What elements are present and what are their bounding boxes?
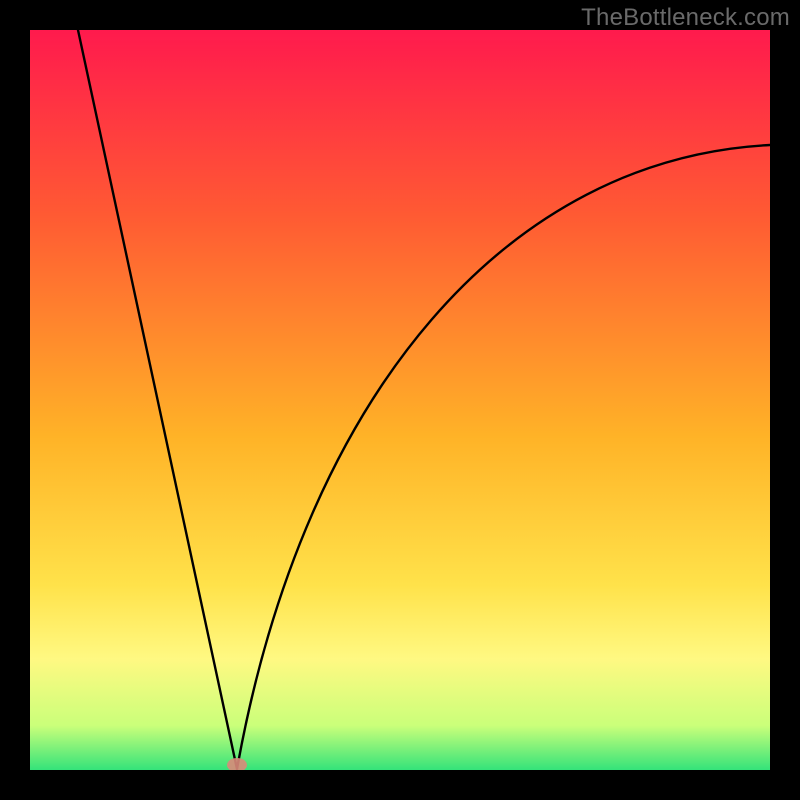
plot-area bbox=[30, 30, 770, 770]
watermark-label: TheBottleneck.com bbox=[581, 4, 790, 32]
curve-layer bbox=[30, 30, 770, 770]
vertex-marker bbox=[227, 758, 247, 770]
bottleneck-curve bbox=[78, 30, 770, 769]
